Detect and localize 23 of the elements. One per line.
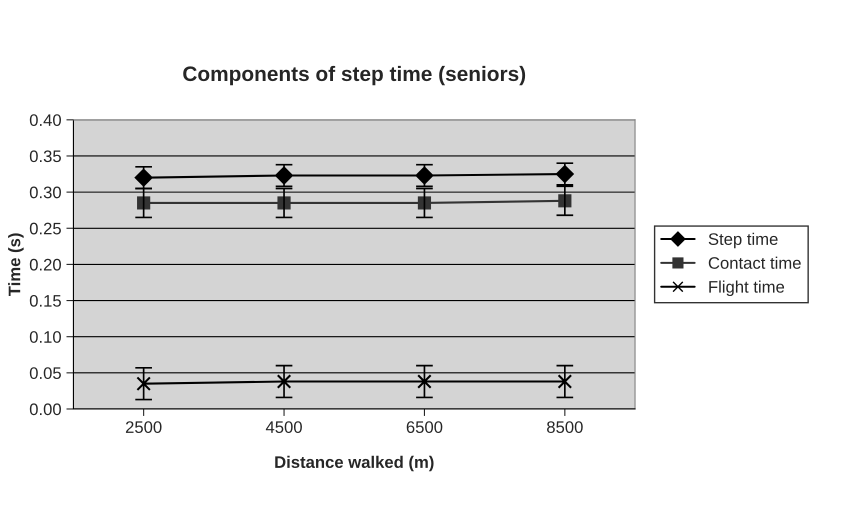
x-tick-label: 2500 [126, 421, 162, 434]
y-tick-label: 0.40 [30, 114, 61, 126]
y-tick-label: 0.30 [30, 186, 61, 198]
x-tick-label: 4500 [266, 421, 302, 434]
y-axis-title: Time (s) [8, 233, 24, 296]
point [136, 376, 151, 391]
y-tick-label: 0.35 [30, 150, 61, 162]
y-tick-label: 0.20 [30, 258, 61, 271]
x-tick-label: 6500 [406, 421, 442, 434]
legend-label: Flight time [709, 280, 784, 296]
y-tick-label: 0.10 [30, 331, 61, 343]
point [417, 374, 432, 389]
y-tick-label: 0.15 [30, 294, 61, 307]
x-axis-title: Distance walked (m) [275, 456, 434, 472]
chart-title: Components of step time (seniors) [183, 66, 526, 86]
y-tick-label: 0.05 [30, 367, 61, 380]
point [558, 374, 572, 389]
y-tick-label: 0.00 [30, 403, 61, 416]
x-tick-label: 8500 [547, 421, 583, 434]
y-tick-label: 0.25 [30, 222, 61, 234]
legend-label: Contact time [708, 256, 801, 269]
point [276, 374, 292, 389]
legend-label: Step time [708, 232, 778, 248]
